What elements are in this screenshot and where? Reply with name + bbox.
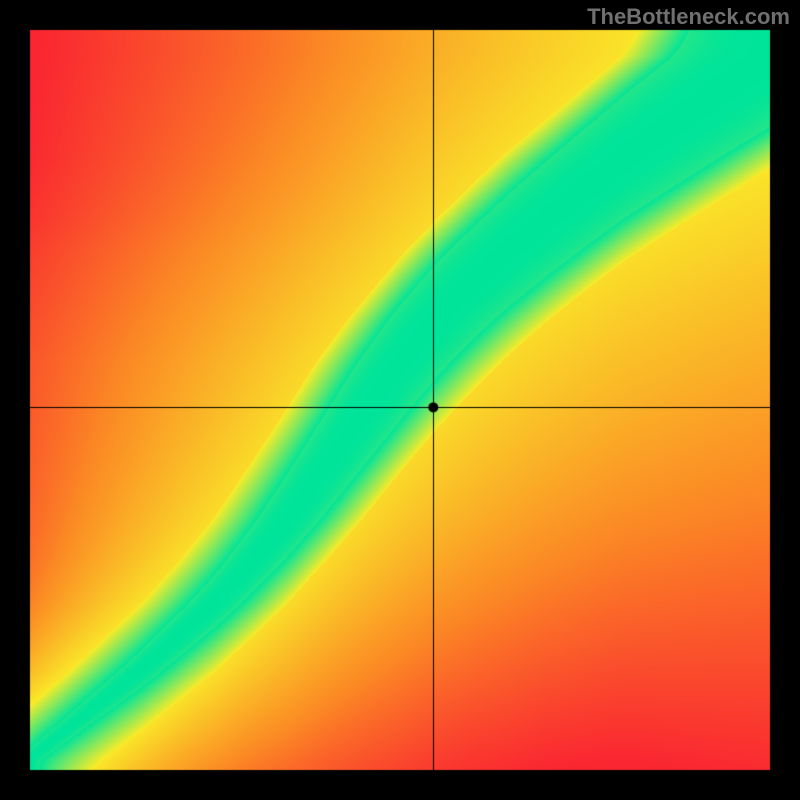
chart-container: TheBottleneck.com <box>0 0 800 800</box>
watermark-text: TheBottleneck.com <box>587 4 790 30</box>
bottleneck-heatmap <box>0 0 800 800</box>
